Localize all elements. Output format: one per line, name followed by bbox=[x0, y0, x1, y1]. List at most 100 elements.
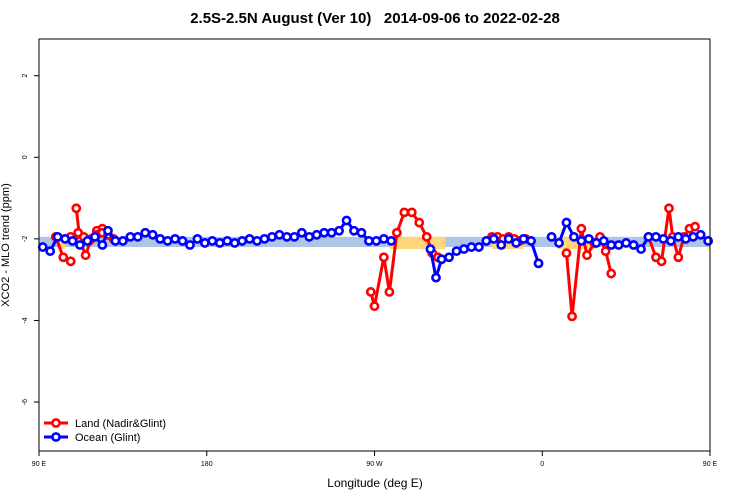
ocean-glint-point bbox=[289, 231, 300, 242]
ocean-glint-point bbox=[371, 236, 382, 246]
ocean-glint-point bbox=[356, 227, 367, 238]
land-nadir-glint-point bbox=[656, 256, 667, 267]
ocean-glint-point bbox=[162, 236, 173, 246]
ocean-glint-point bbox=[229, 238, 240, 248]
ocean-glint-point bbox=[296, 227, 307, 238]
ocean-glint-point bbox=[481, 236, 492, 246]
ocean-glint-point bbox=[569, 231, 579, 242]
ocean-glint-point bbox=[319, 227, 330, 238]
land-nadir-glint-point bbox=[65, 256, 76, 267]
ocean-glint-point bbox=[170, 233, 180, 244]
ocean-glint-point bbox=[267, 231, 277, 242]
ocean-glint-point bbox=[511, 238, 522, 248]
ocean-glint-point bbox=[82, 236, 93, 246]
ocean-glint-point bbox=[518, 233, 529, 244]
land-nadir-glint-point bbox=[58, 252, 69, 263]
ocean-glint-point bbox=[67, 236, 78, 246]
y-axis-label: XCO2 - MLO trend (ppm) bbox=[0, 183, 12, 306]
x-tick-label: 0 bbox=[540, 461, 544, 468]
ocean-glint-point bbox=[488, 233, 499, 244]
land-nadir-glint-point bbox=[600, 246, 611, 257]
ocean-glint-point bbox=[554, 238, 564, 248]
ocean-glint-point bbox=[132, 231, 143, 242]
ocean-glint-point bbox=[451, 246, 462, 257]
ocean-glint-point bbox=[561, 217, 572, 228]
band-3 bbox=[430, 236, 438, 250]
land-nadir-glint-point bbox=[406, 207, 417, 218]
ocean-glint-point bbox=[673, 231, 684, 242]
legend-marker-ocean-glint bbox=[51, 432, 61, 442]
ocean-glint-point bbox=[546, 231, 557, 242]
ocean-glint-point bbox=[281, 231, 292, 242]
ocean-glint-point bbox=[695, 229, 706, 240]
ocean-glint-point bbox=[75, 240, 85, 250]
ocean-glint-point bbox=[658, 233, 669, 244]
ocean-glint-point bbox=[110, 236, 121, 246]
ocean-glint-point bbox=[140, 227, 151, 238]
y-tick-label: -2 bbox=[22, 236, 29, 242]
ocean-glint-point bbox=[444, 252, 454, 263]
ocean-glint-point bbox=[326, 227, 337, 238]
ocean-glint-point bbox=[473, 242, 484, 252]
ocean-glint-point bbox=[613, 240, 624, 250]
ocean-glint-point bbox=[576, 236, 587, 246]
ocean-glint-point bbox=[52, 231, 63, 242]
x-axis-label: Longitude (deg E) bbox=[327, 476, 423, 490]
ocean-glint-point bbox=[192, 233, 203, 244]
ocean-glint-point bbox=[147, 229, 158, 240]
ocean-glint-point bbox=[636, 244, 646, 254]
band-2 bbox=[57, 236, 66, 250]
land-nadir-glint-point bbox=[567, 311, 577, 322]
ocean-glint-point bbox=[90, 231, 100, 242]
land-nadir-glint-point bbox=[673, 252, 684, 263]
ocean-glint-point bbox=[103, 225, 113, 236]
x-tick-label: 90 E bbox=[32, 461, 47, 468]
ocean-glint-point bbox=[496, 240, 507, 250]
ocean-glint-point bbox=[304, 231, 315, 242]
land-nadir-glint-point bbox=[576, 223, 587, 234]
land-nadir-glint-point bbox=[71, 203, 82, 214]
land-nadir-glint-point bbox=[384, 287, 395, 297]
x-tick-label: 180 bbox=[201, 461, 213, 468]
ocean-glint-point bbox=[651, 231, 661, 242]
land-nadir-glint-point bbox=[378, 252, 389, 263]
land-nadir-glint-point bbox=[391, 227, 402, 238]
ocean-glint-point bbox=[259, 233, 270, 244]
ocean-glint-point bbox=[436, 254, 447, 265]
ocean-glint-point bbox=[252, 236, 262, 246]
legend-label-ocean-glint: Ocean (Glint) bbox=[75, 432, 140, 444]
ocean-glint-point bbox=[185, 240, 195, 250]
ocean-glint-point bbox=[334, 225, 344, 236]
land-nadir-glint-point bbox=[421, 231, 432, 242]
ocean-glint-point bbox=[459, 244, 469, 254]
ocean-glint-point bbox=[274, 229, 285, 240]
ocean-glint-point bbox=[621, 238, 632, 248]
ocean-glint-point bbox=[628, 240, 639, 250]
ocean-glint-point bbox=[155, 233, 166, 244]
ocean-glint-point bbox=[643, 231, 654, 242]
land-nadir-glint-point bbox=[664, 203, 674, 214]
ocean-glint-point bbox=[425, 244, 436, 254]
ocean-glint-point bbox=[244, 233, 255, 244]
y-tick-label: -6 bbox=[22, 399, 29, 405]
ocean-glint-point bbox=[598, 236, 609, 246]
land-nadir-glint-point bbox=[606, 268, 617, 279]
ocean-glint-point bbox=[364, 236, 374, 246]
y-tick-label: 2 bbox=[22, 74, 29, 78]
ocean-glint-point bbox=[177, 236, 188, 246]
ocean-glint-point bbox=[207, 236, 218, 246]
legend-marker-land-nadir-glint bbox=[51, 418, 61, 428]
legend-label-land-nadir-glint: Land (Nadir&Glint) bbox=[75, 418, 166, 430]
ocean-glint-point bbox=[45, 246, 56, 257]
ocean-glint-point bbox=[533, 258, 544, 269]
ocean-glint-point bbox=[199, 238, 210, 248]
ocean-glint-point bbox=[378, 233, 389, 244]
ocean-glint-point bbox=[386, 236, 397, 246]
ocean-glint-point bbox=[237, 236, 248, 246]
ocean-glint-point bbox=[125, 231, 136, 242]
ocean-glint-point bbox=[703, 236, 714, 246]
land-nadir-glint-point bbox=[365, 287, 376, 297]
chart-title: 2.5S-2.5N August (Ver 10) 2014-09-06 to … bbox=[190, 10, 560, 27]
ocean-glint-point bbox=[606, 240, 617, 250]
